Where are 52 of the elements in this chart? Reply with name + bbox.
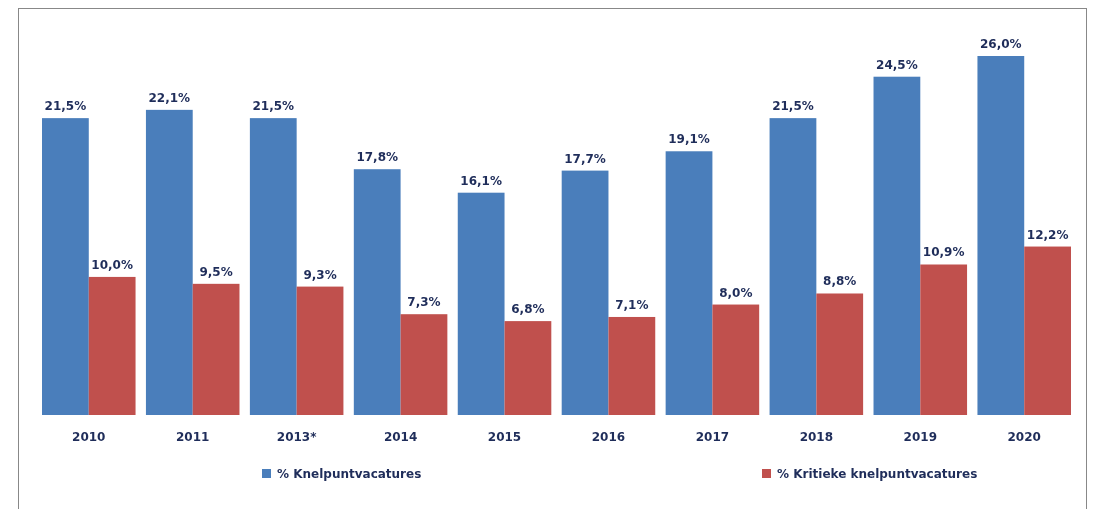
bar <box>769 118 817 415</box>
x-tick-label: 2015 <box>487 430 522 444</box>
data-label: 10,9% <box>922 245 965 260</box>
x-tick-label: 2010 <box>72 430 106 444</box>
x-tick-label: 2019 <box>903 430 937 444</box>
bar <box>1024 246 1071 415</box>
bar <box>608 316 656 415</box>
data-label: 26,0% <box>980 37 1022 51</box>
data-label: 9,5% <box>199 264 233 279</box>
bar <box>400 314 448 415</box>
legend-label: % Knelpuntvacatures <box>277 467 422 481</box>
bar <box>561 170 609 415</box>
bar <box>457 192 505 415</box>
bar <box>712 304 760 415</box>
bar <box>816 293 864 415</box>
bar <box>353 169 401 415</box>
data-label: 21,5% <box>44 99 87 114</box>
bar <box>920 264 968 415</box>
data-label: 16,1% <box>460 173 502 188</box>
data-label: 8,0% <box>719 285 753 300</box>
data-label: 7,3% <box>407 295 441 310</box>
bar <box>249 118 297 415</box>
legend-label: % Kritieke knelpuntvacatures <box>777 467 978 481</box>
data-label: 22,1% <box>148 90 191 105</box>
data-label: 6,8% <box>511 302 545 317</box>
x-tick-label: 2018 <box>799 430 834 444</box>
data-label: 12,2% <box>1026 227 1069 242</box>
bar <box>977 56 1025 415</box>
x-tick-label: 2013* <box>276 430 318 444</box>
data-label: 9,3% <box>303 267 337 282</box>
data-label: 21,5% <box>252 99 295 114</box>
bar <box>665 151 713 415</box>
bar <box>504 321 552 415</box>
bar <box>873 76 921 415</box>
data-label: 17,8% <box>356 150 399 165</box>
x-tick-label: 2014 <box>383 430 418 444</box>
x-tick-label: 2011 <box>176 430 210 444</box>
data-label: 8,8% <box>823 274 857 289</box>
x-tick-label: 2020 <box>1007 430 1041 444</box>
data-label: 24,5% <box>876 57 918 72</box>
bar <box>145 109 193 415</box>
x-tick-label: 2016 <box>591 430 626 444</box>
bar <box>192 283 240 415</box>
bar <box>88 276 136 415</box>
data-label: 17,7% <box>564 151 606 166</box>
data-label: 7,1% <box>615 297 649 312</box>
bar <box>296 286 344 415</box>
data-label: 19,1% <box>668 132 710 147</box>
bar <box>42 118 89 415</box>
x-tick-label: 2017 <box>695 430 730 444</box>
data-label: 21,5% <box>772 99 814 114</box>
data-label: 10,0% <box>91 257 133 272</box>
